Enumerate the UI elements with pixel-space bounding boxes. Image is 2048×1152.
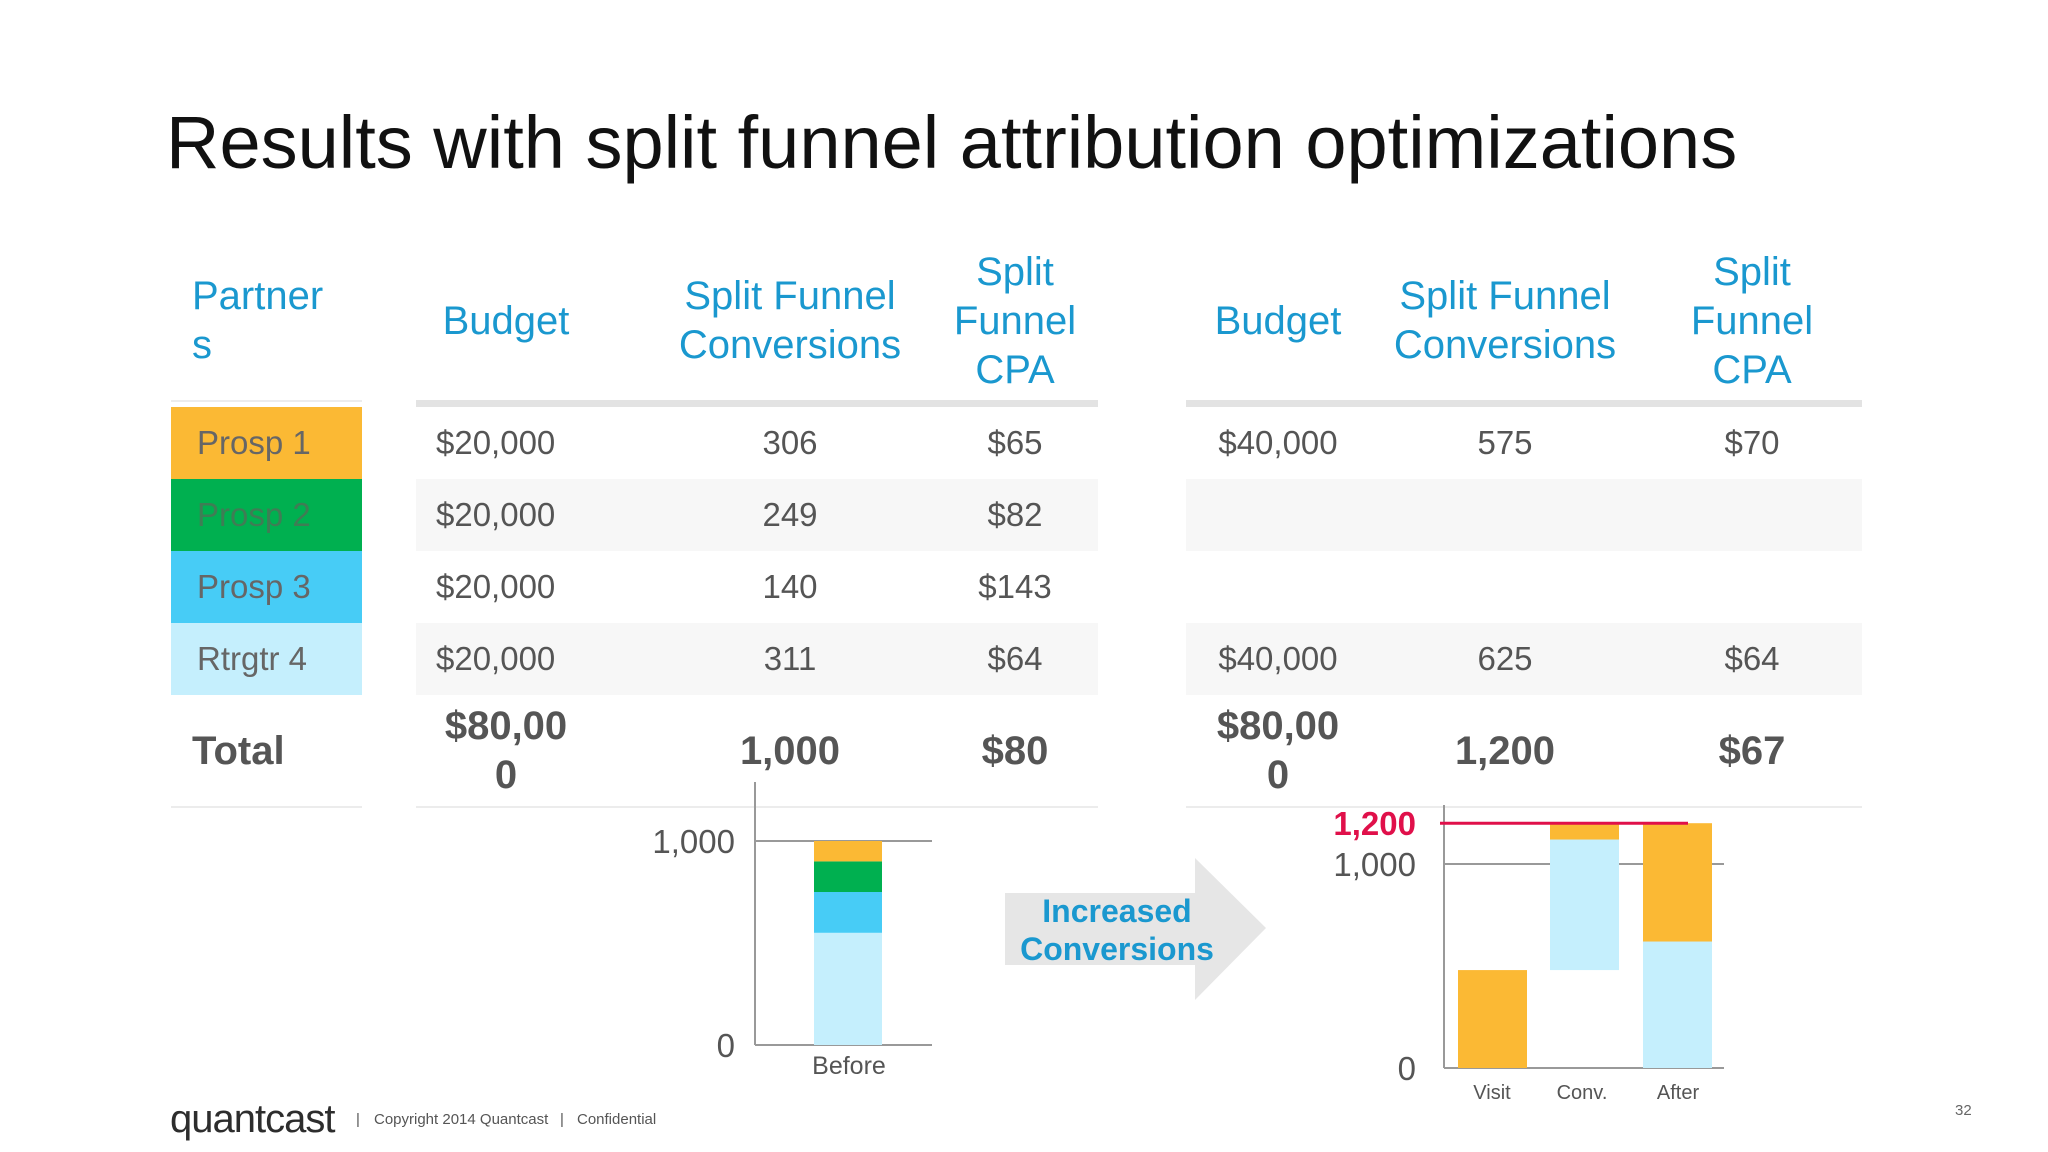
before-bottom-rule — [416, 806, 1098, 808]
header-budget-after: Budget — [1214, 299, 1342, 343]
footer-copyright: Copyright 2014 Quantcast — [374, 1111, 549, 1128]
cpa-cell: $82 — [987, 496, 1043, 533]
footer-sep: | — [560, 1111, 564, 1128]
after-chart: 1,000 0 1,200 Visit Conv. After — [1333, 805, 1724, 1104]
quantcast-logo: quantcast — [170, 1097, 335, 1141]
page-title: Results with split funnel attribution op… — [166, 101, 1738, 184]
budget-cell: $20,000 — [436, 640, 556, 677]
conversions-cell: 575 — [1477, 424, 1533, 461]
table-row: $20,000 306 $65 — [416, 407, 1098, 479]
header-cpa-before: Split Funnel CPA — [953, 250, 1077, 392]
arrow-shape — [1005, 858, 1266, 1000]
after-bar-segment — [1643, 823, 1712, 942]
conversions-cell: 140 — [762, 568, 818, 605]
header-partners: Partner s — [192, 274, 324, 367]
cpa-cell: $64 — [1724, 640, 1780, 677]
budget-cell: $20,000 — [436, 568, 556, 605]
partners-bottom-rule — [171, 806, 362, 808]
total-conversions-after: 1,200 — [1454, 729, 1556, 773]
after-bar-segment — [1550, 839, 1619, 971]
after-ytick: 1,000 — [1333, 846, 1416, 883]
table-row: $40,000 575 $70 — [1186, 407, 1862, 479]
footer-confidential: Confidential — [577, 1111, 657, 1128]
partner-prosp-1: Prosp 1 — [171, 407, 362, 479]
conversions-cell: 306 — [762, 424, 818, 461]
table-row: $20,000 311 $64 — [416, 623, 1098, 695]
partner-rtrgtr-4: Rtrgtr 4 — [171, 623, 362, 695]
target-label: 1,200 — [1333, 805, 1416, 842]
before-chart: 1,000 0 Before — [652, 782, 932, 1080]
total-budget-after: $80,00 0 — [1216, 704, 1340, 797]
after-bar-segment — [1550, 823, 1619, 840]
table-row: $40,000 625 $64 — [1186, 623, 1862, 695]
cpa-cell: $70 — [1724, 424, 1780, 461]
budget-cell: $40,000 — [1218, 424, 1338, 461]
budget-cell: $40,000 — [1218, 640, 1338, 677]
total-budget-before: $80,00 0 — [444, 704, 568, 797]
partners-header-rule — [171, 400, 362, 402]
before-bar-segment — [814, 861, 882, 892]
before-ytick: 0 — [717, 1027, 735, 1064]
footer-sep: | — [356, 1111, 360, 1128]
table-row — [1186, 479, 1862, 551]
total-label: Total — [192, 729, 285, 773]
arrow-label-line2: Conversions — [1020, 931, 1214, 967]
after-xtick-visit: Visit — [1473, 1082, 1511, 1104]
before-bar-segment — [814, 841, 882, 862]
budget-cell: $20,000 — [436, 424, 556, 461]
page-number: 32 — [1955, 1102, 1972, 1119]
header-cpa-after: Split Funnel CPA — [1690, 250, 1814, 392]
table-row: $20,000 140 $143 — [416, 551, 1098, 623]
header-conversions-before: Split Funnel Conversions — [678, 274, 902, 367]
cpa-cell: $65 — [987, 424, 1043, 461]
after-header-rule — [1186, 400, 1862, 407]
total-cpa-before: $80 — [981, 729, 1049, 773]
conversions-cell: 249 — [762, 496, 818, 533]
after-ytick: 0 — [1398, 1050, 1416, 1087]
before-table: $20,000 306 $65 $20,000 249 $82 $20,000 … — [416, 407, 1098, 695]
after-bar-segment — [1458, 970, 1527, 1068]
table-row: $20,000 249 $82 — [416, 479, 1098, 551]
arrow-label-line1: Increased — [1042, 893, 1191, 929]
after-xtick-after: After — [1657, 1082, 1700, 1104]
after-bar-segment — [1643, 941, 1712, 1068]
after-xtick-conv: Conv. — [1557, 1082, 1608, 1104]
cpa-cell: $143 — [978, 568, 1052, 605]
header-budget-before: Budget — [442, 299, 570, 343]
after-bottom-rule — [1186, 806, 1862, 808]
total-conversions-before: 1,000 — [739, 729, 841, 773]
partner-prosp-3: Prosp 3 — [171, 551, 362, 623]
conversions-cell: 311 — [763, 640, 817, 677]
before-ytick: 1,000 — [652, 823, 735, 860]
conversions-cell: 625 — [1477, 640, 1533, 677]
before-xtick: Before — [812, 1052, 886, 1080]
after-table: $40,000 575 $70 $40,000 625 $64 — [1186, 407, 1862, 695]
before-header-rule — [416, 400, 1098, 407]
total-cpa-after: $67 — [1718, 729, 1786, 773]
cpa-cell: $64 — [987, 640, 1043, 677]
partner-prosp-2: Prosp 2 — [171, 479, 362, 551]
header-conversions-after: Split Funnel Conversions — [1393, 274, 1617, 367]
increased-conversions-arrow: Increased Conversions — [1005, 858, 1266, 1000]
partners-column: Prosp 1 Prosp 2 Prosp 3 Rtrgtr 4 — [171, 407, 362, 695]
before-bar-segment — [814, 932, 882, 1045]
budget-cell: $20,000 — [436, 496, 556, 533]
before-bar-segment — [814, 892, 882, 933]
